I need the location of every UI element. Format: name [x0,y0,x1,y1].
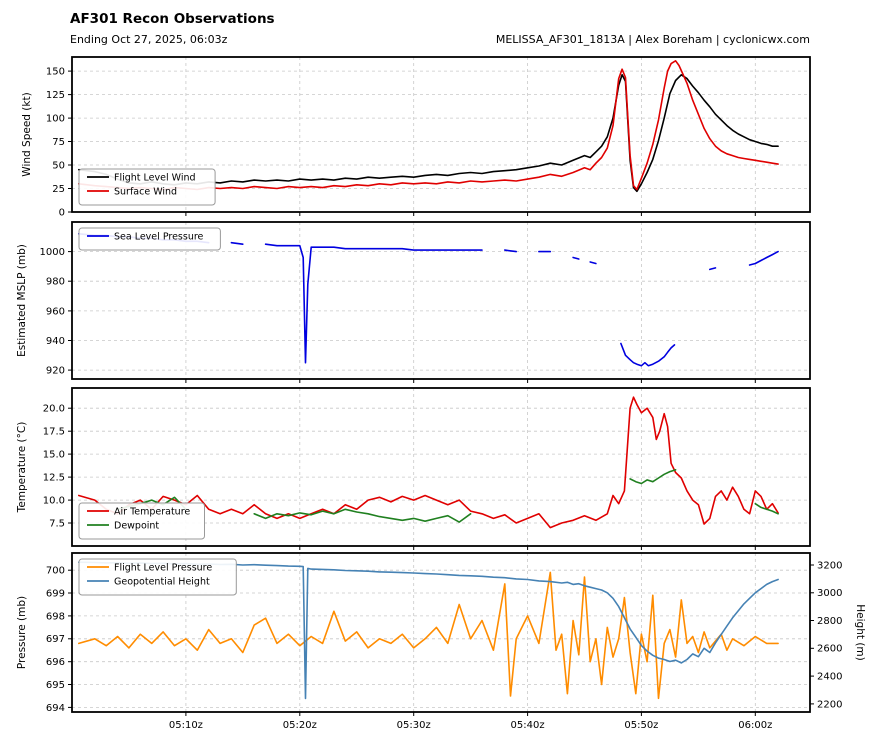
svg-text:7.5: 7.5 [49,518,65,529]
svg-text:05:30z: 05:30z [397,720,431,731]
svg-text:920: 920 [46,366,65,377]
svg-text:695: 695 [46,680,65,691]
svg-text:05:50z: 05:50z [624,720,658,731]
y-axis-mslp: 920 940 960 980 1000 [40,247,72,377]
svg-text:3200: 3200 [817,560,842,571]
y-axis-title-wind: Wind Speed (kt) [21,92,33,176]
svg-text:125: 125 [46,90,65,101]
y-axis-title-temp: Temperature (°C) [16,422,28,514]
plot-border-pressure-height [71,552,811,713]
series-air-temperature [78,396,779,529]
y-axis-wind: 0 25 50 75 100 125 150 [46,67,72,218]
y2-axis-title-pressure-height: Height (m) [854,604,866,660]
svg-text:25: 25 [52,184,65,195]
svg-text:17.5: 17.5 [43,427,65,438]
panel-pressure-height: 694 695 696 697 698 699 700 2200 2400 2600 2800 300… [16,552,866,716]
svg-text:698: 698 [46,611,65,622]
svg-text:2600: 2600 [817,644,842,655]
series-surface-wind [78,59,779,191]
x-axis-labels: 05:10z 05:20z 05:30z 05:40z 05:50z 06:00z [169,720,772,731]
legend-pressure-height: Flight Level Pressure Geopotential Height [78,558,237,596]
legend-label-air-temperature: Air Temperature [114,506,190,517]
legend-wind: Flight Level Wind Surface Wind [78,168,216,206]
series-flight-level-pressure [78,571,779,700]
svg-text:980: 980 [46,277,65,288]
legend-mslp: Sea Level Pressure [78,227,221,251]
legend-label-dewpoint: Dewpoint [114,520,159,531]
svg-text:10.0: 10.0 [43,496,65,507]
y-axis-title-mslp: Estimated MSLP (mb) [16,244,28,357]
y-axis-temp: 7.5 10.0 12.5 15.0 17.5 20.0 [43,404,72,529]
y-axis-title-pressure-height: Pressure (mb) [16,596,28,669]
legend-label-flight-level-wind: Flight Level Wind [114,172,196,183]
panel-temp: 7.5 10.0 12.5 15.0 17.5 20.0 Temperature (°C) A… [16,387,811,550]
svg-text:06:00z: 06:00z [738,720,772,731]
svg-text:2800: 2800 [817,616,842,627]
svg-text:694: 694 [46,703,65,714]
grid-mslp [72,222,810,379]
svg-text:05:10z: 05:10z [169,720,203,731]
svg-text:700: 700 [46,566,65,577]
svg-text:1000: 1000 [40,247,65,258]
series-geopotential-height [78,561,779,700]
svg-text:50: 50 [52,160,65,171]
svg-text:3000: 3000 [817,588,842,599]
svg-text:960: 960 [46,306,65,317]
y2-axis-pressure-height: 2200 2400 2600 2800 3000 3200 [810,560,842,710]
plot-border-temp [71,387,811,547]
svg-text:150: 150 [46,67,65,78]
svg-text:696: 696 [46,657,65,668]
series-sea-level-pressure [78,233,779,367]
legend-label-flight-level-pressure: Flight Level Pressure [114,562,212,573]
svg-text:05:20z: 05:20z [283,720,317,731]
svg-text:2400: 2400 [817,672,842,683]
svg-text:2200: 2200 [817,699,842,710]
svg-text:05:40z: 05:40z [511,720,545,731]
grid-wind [72,57,810,213]
figure-credit: MELISSA_AF301_1813A | Alex Boreham | cyc… [495,33,810,46]
y-axis-pressure-height: 694 695 696 697 698 699 700 [46,566,72,714]
grid-pressure-height [72,553,810,712]
legend-label-sea-level-pressure: Sea Level Pressure [114,231,204,242]
panel-wind: 0 25 50 75 100 125 150 Wind Speed (kt) Flight Le… [21,56,811,218]
svg-text:20.0: 20.0 [43,404,65,415]
svg-text:12.5: 12.5 [43,473,65,484]
svg-text:0: 0 [59,207,65,218]
svg-text:75: 75 [52,137,65,148]
svg-text:699: 699 [46,588,65,599]
svg-text:697: 697 [46,634,65,645]
plot-border-mslp [71,221,811,380]
svg-text:940: 940 [46,336,65,347]
figure-title: AF301 Recon Observations [70,11,275,27]
series-flight-level-wind [78,74,779,193]
legend-label-surface-wind: Surface Wind [114,186,177,197]
legend-temp: Air Temperature Dewpoint [78,502,205,540]
svg-text:100: 100 [46,114,65,125]
svg-text:15.0: 15.0 [43,450,65,461]
plot-border-wind [71,56,811,213]
legend-label-geopotential-height: Geopotential Height [114,576,210,587]
series-dewpoint [116,468,779,523]
panel-mslp: 920 940 960 980 1000 Estimated MSLP (mb) Sea L… [16,221,811,383]
figure-subtitle: Ending Oct 27, 2025, 06:03z [70,33,228,46]
